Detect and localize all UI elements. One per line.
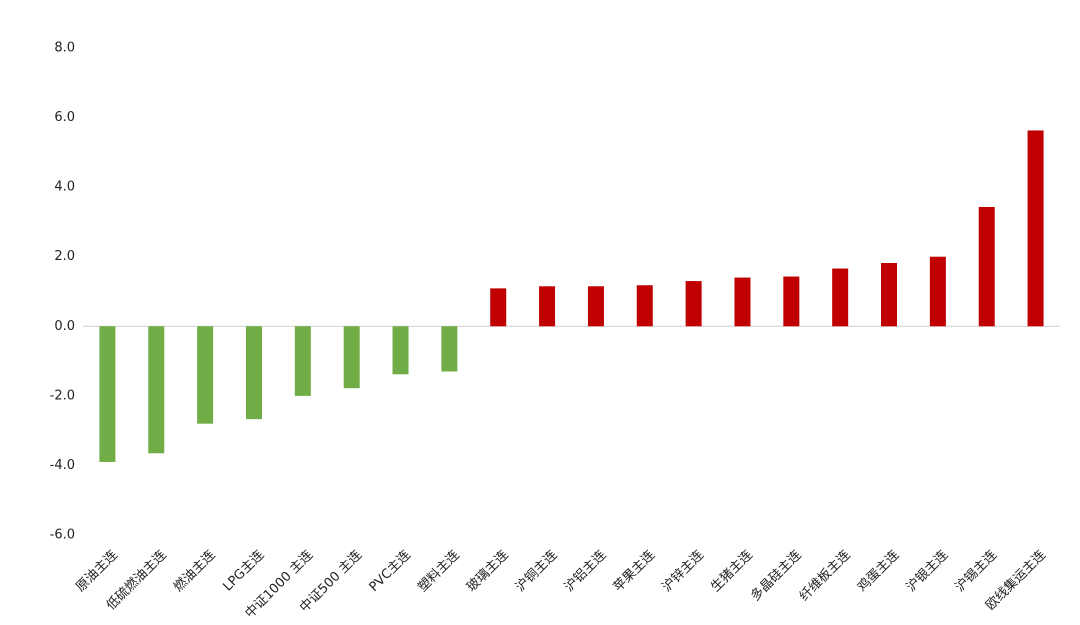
x-tick-label: 玻璃主连 — [463, 547, 511, 595]
x-tick-label: 燃油主连 — [170, 547, 218, 595]
bar — [392, 326, 409, 375]
bar — [539, 286, 556, 327]
bar — [929, 256, 946, 327]
x-tick-label: 纤维板主连 — [796, 547, 853, 604]
bar — [99, 326, 116, 462]
bar — [734, 277, 751, 327]
x-tick-label: 沪锌主连 — [659, 547, 707, 595]
bar — [587, 286, 604, 327]
y-tick-label: -2.0 — [50, 388, 75, 403]
bar — [490, 288, 507, 327]
x-tick-label: 多晶硅主连 — [747, 547, 804, 604]
bar — [783, 276, 800, 327]
y-tick-label: 6.0 — [54, 110, 75, 125]
bar — [343, 326, 360, 389]
bar — [685, 281, 702, 327]
bar — [197, 326, 214, 424]
y-tick-label: -6.0 — [50, 528, 75, 543]
x-tick-label: 原油主连 — [73, 547, 121, 595]
y-tick-label: 4.0 — [54, 180, 75, 195]
x-tick-label: 苹果主连 — [610, 547, 658, 595]
y-tick-label: -4.0 — [50, 458, 75, 473]
x-tick-label: 沪铝主连 — [561, 547, 609, 595]
x-tick-label: 生猪主连 — [708, 547, 756, 595]
x-tick-label: 沪锡主连 — [952, 547, 1000, 595]
x-tick-label: 鸡蛋主连 — [854, 547, 902, 595]
bar — [148, 326, 165, 454]
x-tick-label: 沪银主连 — [903, 547, 951, 595]
bar — [294, 326, 311, 396]
y-tick-label: 0.0 — [54, 319, 75, 334]
x-tick-label: LPG主连 — [220, 547, 267, 594]
bar — [636, 285, 653, 327]
bar — [978, 206, 995, 327]
x-tick-label: 塑料主连 — [415, 547, 463, 595]
y-tick-label: 2.0 — [54, 249, 75, 264]
bar — [245, 326, 262, 420]
bar — [881, 262, 898, 327]
bar — [441, 326, 458, 372]
x-tick-label: PVC主连 — [366, 547, 414, 595]
x-tick-label: 沪铜主连 — [512, 547, 560, 595]
y-tick-label: 8.0 — [54, 41, 75, 56]
bar — [1027, 130, 1044, 327]
bar — [832, 268, 849, 327]
